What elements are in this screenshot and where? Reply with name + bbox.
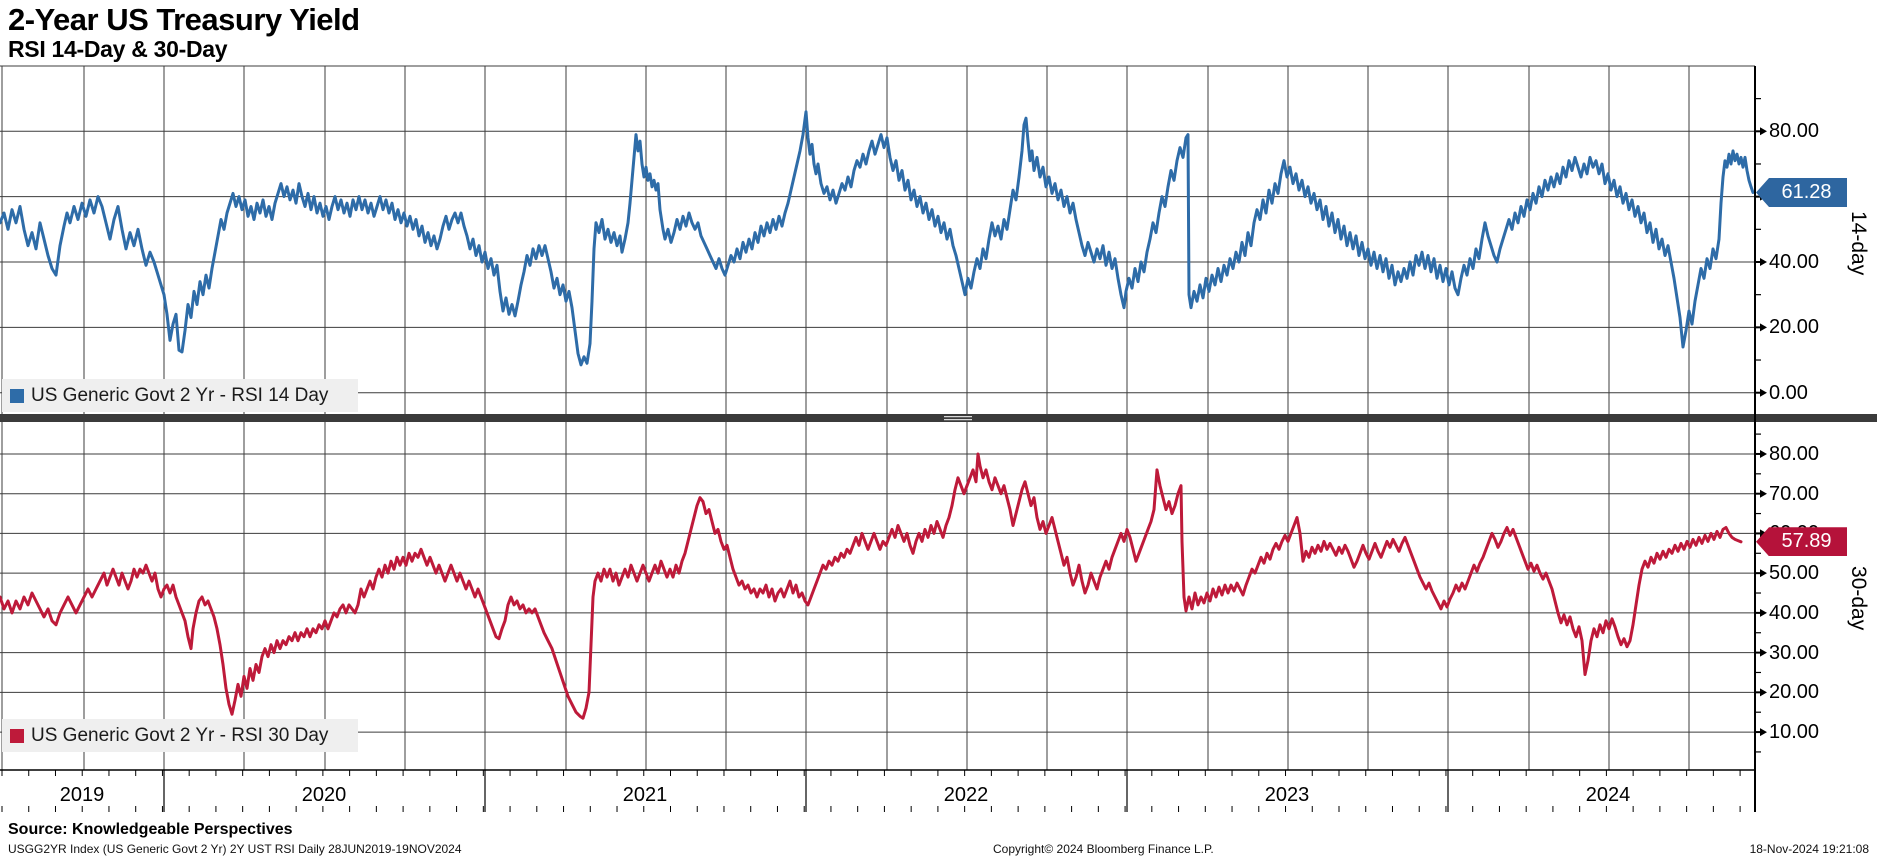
y-axis-label: 40.00	[1769, 601, 1820, 624]
y-axis-label: 50.00	[1769, 562, 1820, 585]
y-axis-label: 0.00	[1769, 381, 1808, 404]
y-axis-label: 20.00	[1769, 316, 1820, 339]
y-axis-label: 40.00	[1769, 251, 1820, 273]
source-line: Source: Knowledgeable Perspectives	[8, 821, 293, 838]
y-axis-label: 80.00	[1769, 120, 1820, 143]
last-value-badge-rsi30: 57.89	[1756, 527, 1847, 557]
axis-label-14-day: 14-day	[1847, 210, 1870, 275]
legend-swatch-rsi30-icon	[10, 728, 24, 743]
y-axis-label: 20.00	[1769, 681, 1820, 704]
rsi-30-day-line	[0, 452, 1743, 720]
timestamp-text: 18-Nov-2024 19:21:08	[1749, 842, 1869, 856]
y-axis-label: 70.00	[1769, 482, 1820, 505]
y-axis-label: 80.00	[1769, 442, 1820, 465]
axis-label-30-day: 30-day	[1847, 565, 1870, 630]
legend-rsi-30-day[interactable]: US Generic Govt 2 Yr - RSI 30 Day	[2, 719, 358, 752]
last-value-badge-rsi14: 61.28	[1756, 177, 1847, 207]
panel-divider[interactable]	[0, 414, 1877, 422]
page-title: 2-Year US Treasury Yield	[8, 2, 360, 37]
ticker-info: USGG2YR Index (US Generic Govt 2 Yr) 2Y …	[8, 842, 462, 856]
legend-swatch-rsi14-icon	[10, 388, 24, 403]
legend-label: US Generic Govt 2 Yr - RSI 30 Day	[31, 724, 329, 746]
y-axis-label: 10.00	[1769, 721, 1820, 744]
y-axis-label: 30.00	[1769, 641, 1820, 664]
year-label-2022: 2022	[943, 784, 989, 806]
year-label-2020: 2020	[301, 784, 347, 806]
rsi-14-day-line	[0, 110, 1755, 367]
year-label-2023: 2023	[1264, 784, 1310, 806]
year-label-2019: 2019	[59, 784, 105, 806]
x-axis	[0, 769, 1755, 812]
legend-label: US Generic Govt 2 Yr - RSI 14 Day	[31, 384, 329, 406]
year-label-2024: 2024	[1585, 784, 1631, 806]
legend-rsi-14-day[interactable]: US Generic Govt 2 Yr - RSI 14 Day	[2, 379, 358, 412]
year-label-2021: 2021	[622, 784, 668, 806]
copyright-text: Copyright© 2024 Bloomberg Finance L.P.	[993, 842, 1214, 856]
page-subtitle: RSI 14-Day & 30-Day	[8, 36, 228, 62]
right-axis	[1754, 66, 1767, 812]
